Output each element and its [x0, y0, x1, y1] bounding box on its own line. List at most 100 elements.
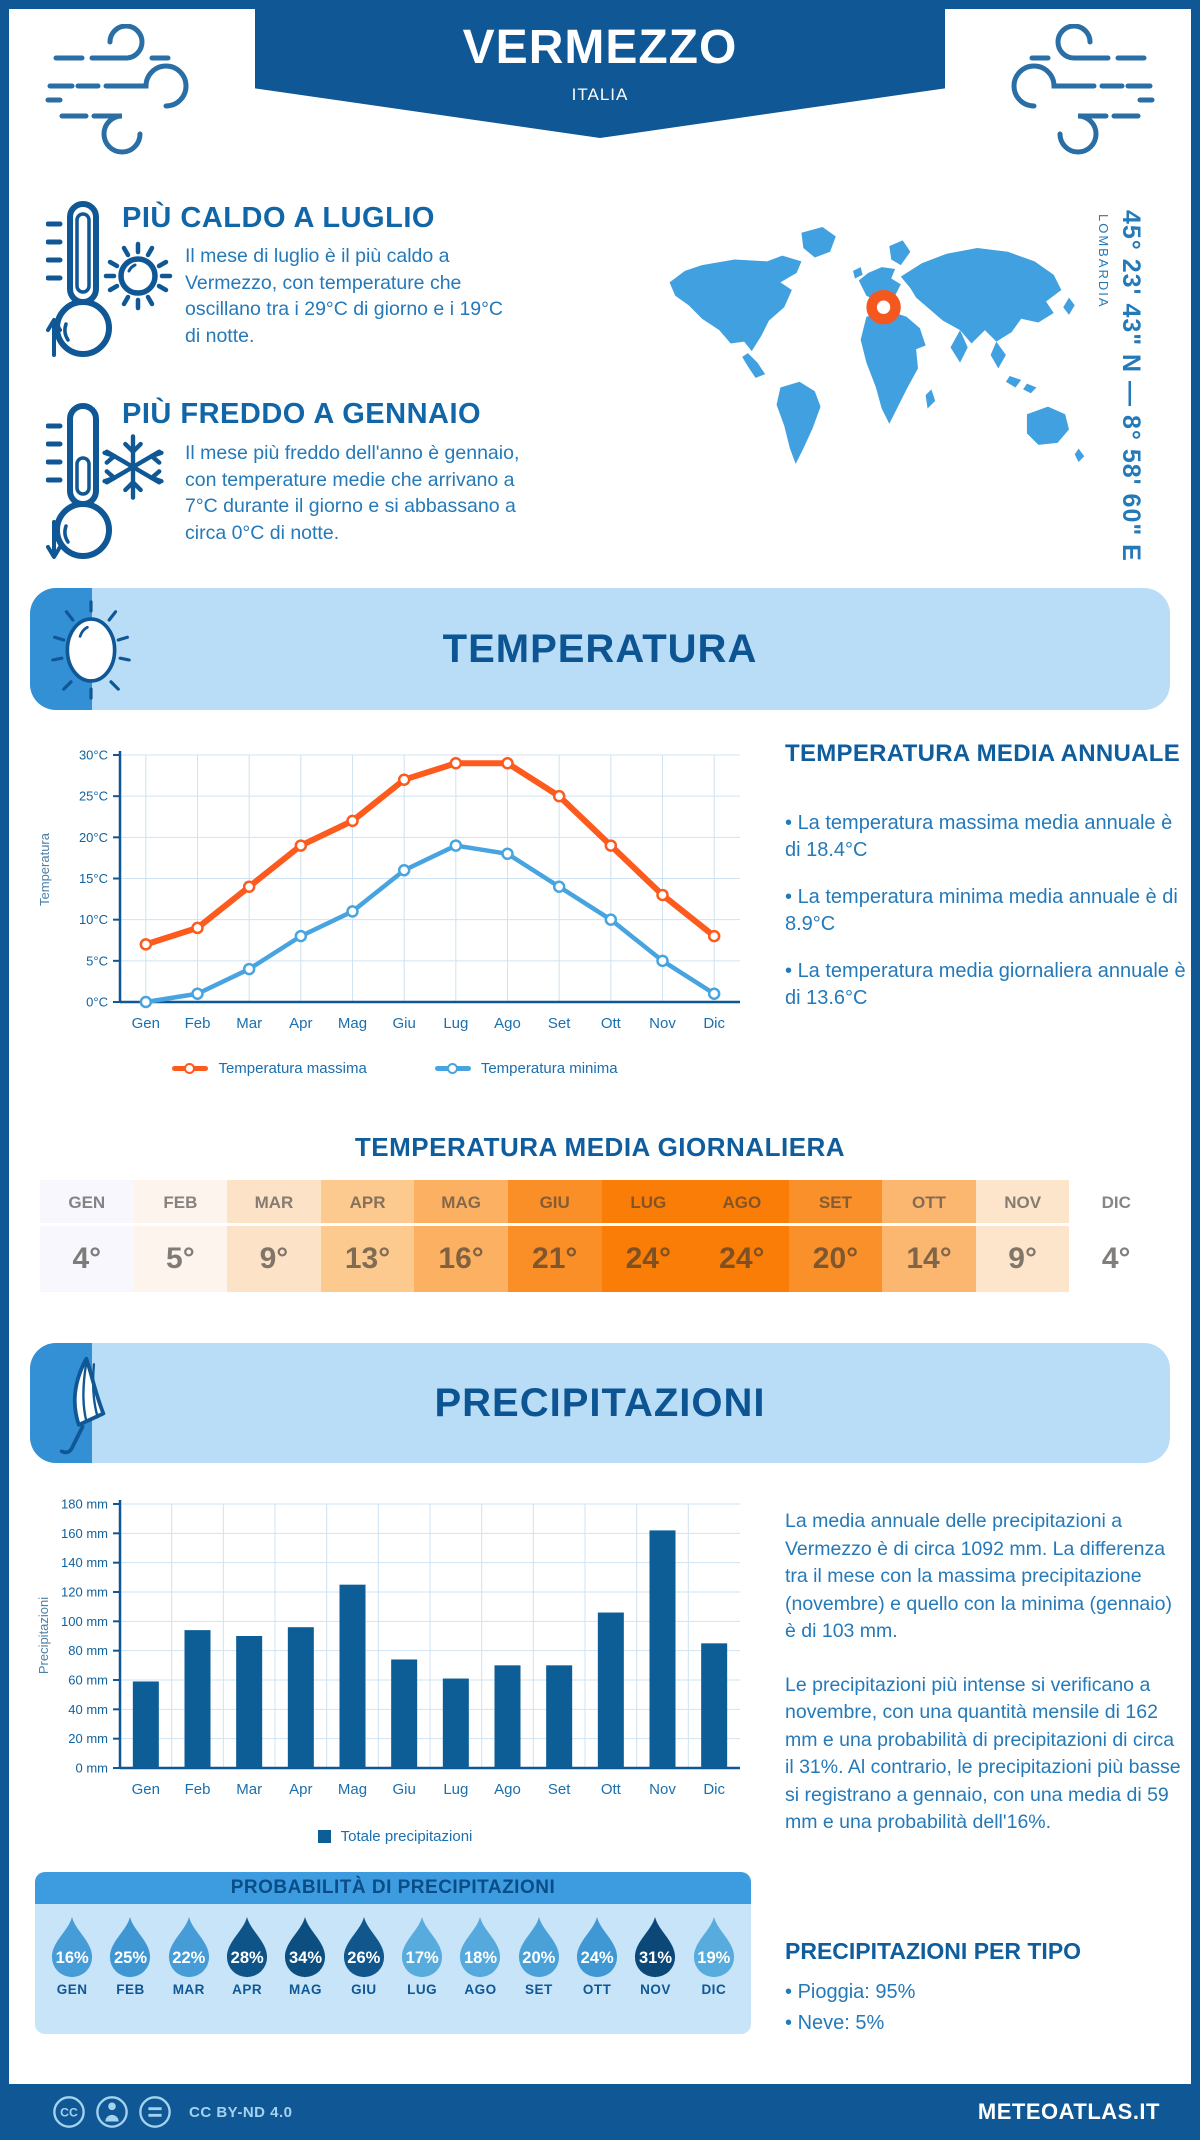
month-header: GEN	[40, 1180, 134, 1226]
temperature-chart-legend: Temperatura massima Temperatura minima	[30, 1060, 760, 1077]
svg-text:30°C: 30°C	[79, 748, 108, 763]
precipitation-section-banner: PRECIPITAZIONI	[30, 1343, 1170, 1463]
svg-text:140 mm: 140 mm	[61, 1555, 108, 1570]
month-mean-temp: 13°	[320, 1226, 415, 1292]
probability-drop: 26% GIU	[335, 1912, 393, 2020]
probability-month: LUG	[407, 1982, 438, 1997]
month-header: OTT	[882, 1180, 976, 1226]
probability-month: MAR	[172, 1982, 205, 1997]
precipitation-probability-box: PROBABILITÀ DI PRECIPITAZIONI 16% GEN 25…	[35, 1872, 751, 2034]
svg-text:Giu: Giu	[392, 1781, 415, 1798]
svg-text:0°C: 0°C	[86, 995, 108, 1010]
svg-text:Nov: Nov	[649, 1015, 676, 1032]
legend-item: Temperatura massima	[172, 1060, 367, 1077]
thermometer-up-icon	[46, 201, 112, 357]
droplet-icon	[577, 1916, 618, 1978]
header-banner: VERMEZZO ITALIA	[255, 0, 945, 138]
precipitation-summary-p2: Le precipitazioni più intense si verific…	[785, 1673, 1181, 1834]
probability-month: FEB	[116, 1982, 145, 1997]
svg-text:Mar: Mar	[236, 1781, 262, 1798]
month-mean-temp: 16°	[414, 1226, 508, 1292]
probability-value: 17%	[405, 1949, 439, 1967]
month-header: NOV	[975, 1180, 1070, 1226]
droplet-icon	[52, 1916, 93, 1978]
probability-value: 16%	[55, 1949, 89, 1967]
svg-text:Set: Set	[548, 1781, 571, 1798]
legend-item: Temperatura minima	[434, 1060, 618, 1077]
month-header: AGO	[695, 1180, 789, 1226]
svg-text:Mag: Mag	[338, 1781, 367, 1798]
month-mean-temp: 20°	[788, 1226, 883, 1292]
svg-text:Dic: Dic	[703, 1015, 725, 1032]
probability-value: 26%	[347, 1949, 381, 1967]
attribution-icon	[96, 2096, 128, 2128]
precipitation-chart: 0 mm 20 mm 40 mm 60 mm 80 mm 100 mm 120 mm 140 …	[55, 1496, 755, 1813]
svg-text:Dic: Dic	[703, 1781, 725, 1798]
annual-min-bullet: La temperatura minima media annuale è di…	[785, 884, 1190, 938]
svg-text:Ott: Ott	[601, 1781, 622, 1798]
probability-value: 22%	[172, 1949, 206, 1967]
umbrella-icon	[59, 1356, 106, 1455]
annual-temperature-panel: TEMPERATURA MEDIA ANNUALE La temperatura…	[785, 740, 1190, 1032]
temperature-chart: 0°C 5°C 10°C 15°C 20°C 25°C 30°C Gen Feb Mar Apr Ma…	[55, 745, 755, 1042]
svg-text:160 mm: 160 mm	[61, 1526, 108, 1541]
svg-text:40 mm: 40 mm	[68, 1702, 108, 1717]
svg-text:Gen: Gen	[132, 1015, 160, 1032]
map-land	[669, 226, 1085, 464]
svg-text:100 mm: 100 mm	[61, 1614, 108, 1629]
probability-month: DIC	[701, 1982, 727, 1997]
svg-text:Giu: Giu	[392, 1015, 415, 1032]
wind-icon	[45, 24, 189, 155]
svg-text:80 mm: 80 mm	[68, 1643, 108, 1658]
month-header: MAG	[414, 1180, 508, 1226]
month-header: DIC	[1069, 1180, 1163, 1226]
probability-value: 24%	[580, 1949, 614, 1967]
probability-drop: 19% DIC	[685, 1912, 743, 2020]
month-mean-temp: 4°	[40, 1226, 134, 1292]
sun-banner-icon	[51, 600, 131, 700]
no-derivatives-icon	[139, 2096, 171, 2128]
probability-value: 25%	[113, 1949, 147, 1967]
probability-drop: 22% MAR	[160, 1912, 218, 2020]
month-mean-temp: 24°	[695, 1226, 789, 1292]
svg-text:Mar: Mar	[236, 1015, 262, 1032]
month-header: LUG	[601, 1180, 696, 1226]
probability-month: GEN	[56, 1982, 88, 1997]
svg-text:180 mm: 180 mm	[61, 1497, 108, 1512]
svg-text:Set: Set	[548, 1015, 571, 1032]
svg-text:Mag: Mag	[338, 1015, 367, 1032]
annual-mean-bullet: La temperatura media giornaliera annuale…	[785, 958, 1190, 1012]
daily-temperature-table: GEN FEB MAR APR MAG GIU LUG AGO SET OTT …	[40, 1180, 1163, 1292]
annual-temperature-title: TEMPERATURA MEDIA ANNUALE	[785, 740, 1181, 767]
svg-text:60 mm: 60 mm	[68, 1673, 108, 1688]
svg-text:Feb: Feb	[185, 1015, 211, 1032]
droplet-icon	[343, 1916, 384, 1978]
svg-text:0 mm: 0 mm	[76, 1761, 109, 1776]
annual-max-bullet: La temperatura massima media annuale è d…	[785, 810, 1190, 864]
probability-month: SET	[524, 1982, 553, 1997]
probability-drop: 25% FEB	[101, 1912, 159, 2020]
probability-drop: 18% AGO	[451, 1912, 509, 2020]
probability-drop: 16% GEN	[43, 1912, 101, 2020]
warm-title: PIÙ CALDO A LUGLIO	[122, 202, 435, 234]
probability-month: APR	[232, 1982, 263, 1997]
droplet-icon	[168, 1916, 209, 1978]
svg-text:20°C: 20°C	[79, 830, 108, 845]
svg-text:10°C: 10°C	[79, 912, 108, 927]
month-header: GIU	[507, 1180, 602, 1226]
precipitation-probability-row: 16% GEN 25% FEB 22% MAR 28% APR 34%	[35, 1904, 751, 2034]
precipitation-summary: La media annuale delle precipitazioni a …	[785, 1508, 1187, 1863]
droplet-icon	[693, 1916, 734, 1978]
page-subtitle: ITALIA	[571, 85, 629, 104]
month-mean-temp: 5°	[133, 1226, 228, 1292]
temperature-chart-ylabel: Temperatura	[36, 833, 52, 906]
snow-share: Neve: 5%	[785, 2008, 1185, 2039]
probability-drop: 17% LUG	[393, 1912, 451, 2020]
legend-line-marker	[172, 1062, 209, 1074]
svg-text:Ott: Ott	[601, 1015, 622, 1032]
month-mean-temp: 9°	[975, 1226, 1070, 1292]
svg-text:Ago: Ago	[494, 1015, 521, 1032]
temperature-section-title: TEMPERATURA	[442, 627, 758, 671]
month-mean-temp: 21°	[507, 1226, 602, 1292]
